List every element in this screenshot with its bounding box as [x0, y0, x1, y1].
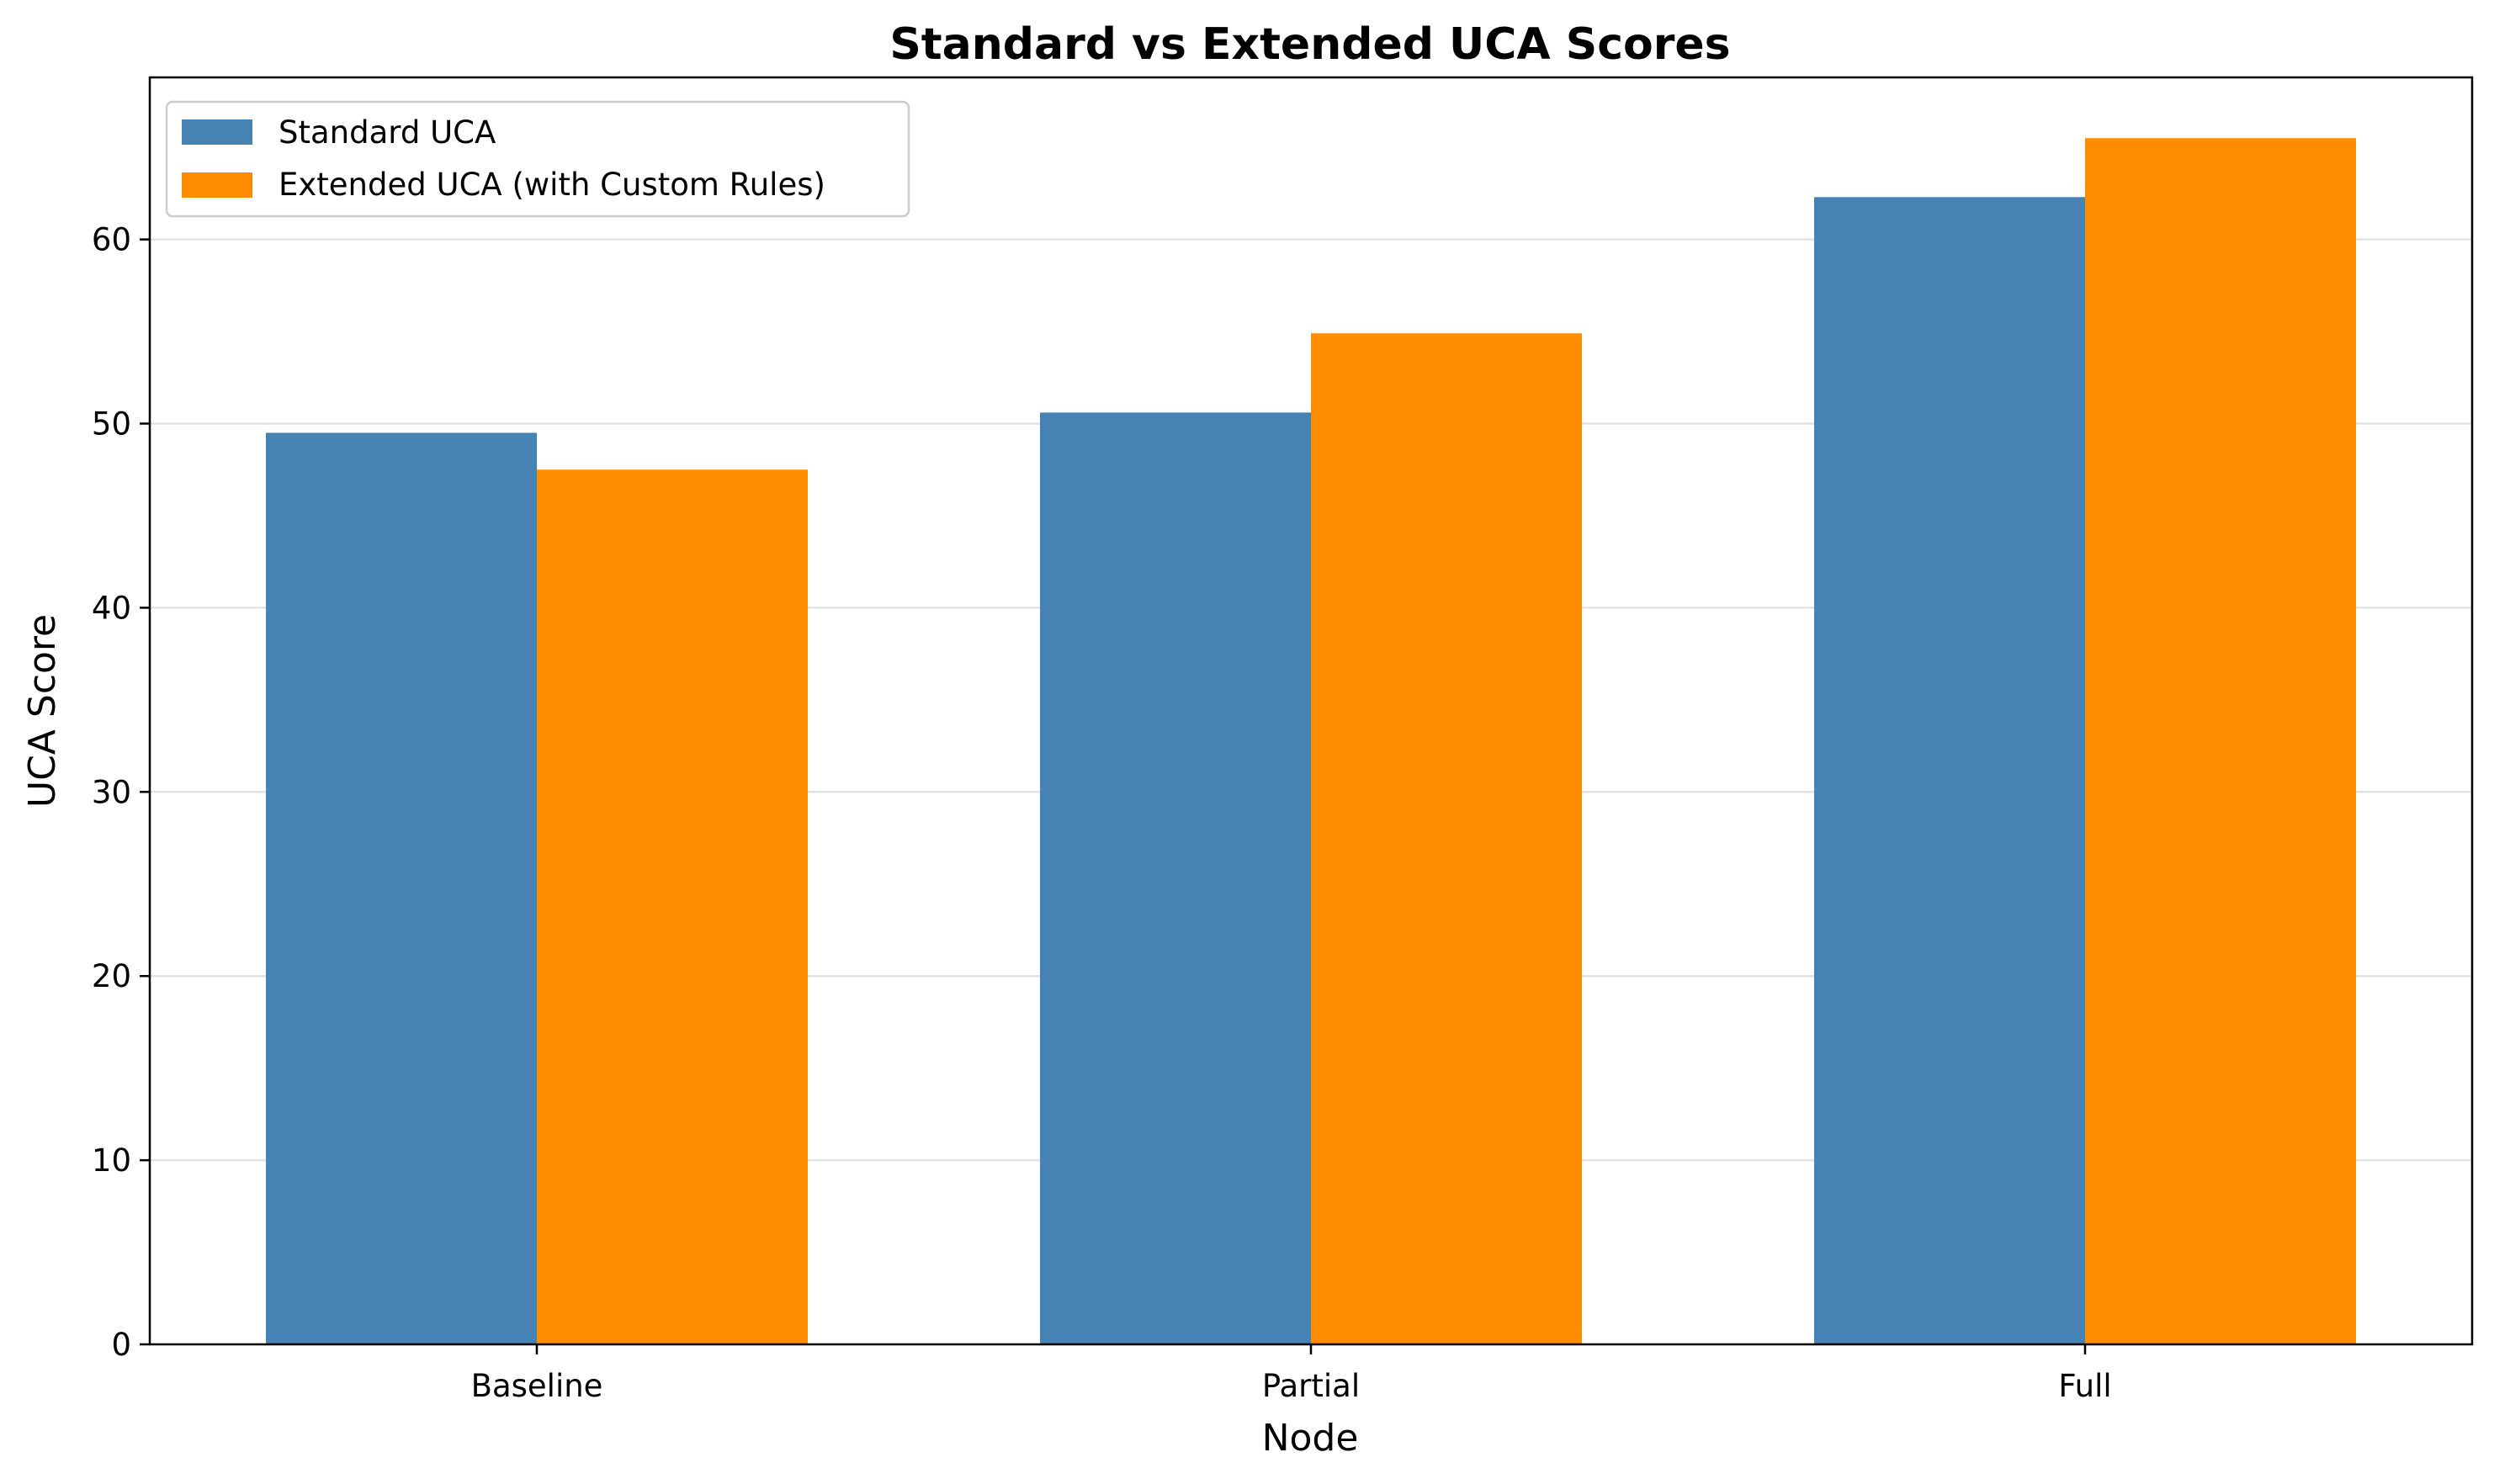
y-axis-ticks: 0 10 20 30 40 50 60 — [92, 222, 150, 1363]
legend-label-extended: Extended UCA (with Custom Rules) — [279, 167, 825, 203]
legend-swatch-extended — [182, 172, 252, 198]
y-tick-label-50: 50 — [92, 406, 131, 443]
x-tick-label-partial: Partial — [1262, 1368, 1360, 1404]
bar-standard-uca-partial — [1040, 412, 1311, 1344]
legend-label-standard: Standard UCA — [279, 114, 496, 151]
bars — [266, 138, 2356, 1344]
y-tick-label-20: 20 — [92, 958, 131, 994]
y-tick-label-30: 30 — [92, 774, 131, 810]
x-axis-ticks: Baseline Partial Full — [471, 1344, 2112, 1404]
x-axis-label: Node — [1262, 1417, 1359, 1460]
legend: Standard UCA Extended UCA (with Custom R… — [165, 100, 910, 218]
bar-standard-uca-baseline — [266, 432, 537, 1344]
chart-title: Standard vs Extended UCA Scores — [889, 19, 1730, 70]
bar-extended-uca-with-custom-rules-baseline — [537, 469, 808, 1344]
x-tick-label-baseline: Baseline — [471, 1368, 603, 1404]
y-tick-label-0: 0 — [111, 1327, 131, 1363]
bar-extended-uca-with-custom-rules-partial — [1311, 333, 1582, 1344]
legend-swatch-standard — [182, 119, 252, 145]
y-axis-label: UCA Score — [21, 614, 64, 808]
legend-box — [165, 100, 910, 218]
y-tick-label-10: 10 — [92, 1142, 131, 1179]
y-tick-label-40: 40 — [92, 590, 131, 626]
y-tick-label-60: 60 — [92, 222, 131, 258]
bar-extended-uca-with-custom-rules-full — [2085, 138, 2356, 1344]
x-tick-label-full: Full — [2058, 1368, 2111, 1404]
bar-standard-uca-full — [1814, 197, 2085, 1344]
